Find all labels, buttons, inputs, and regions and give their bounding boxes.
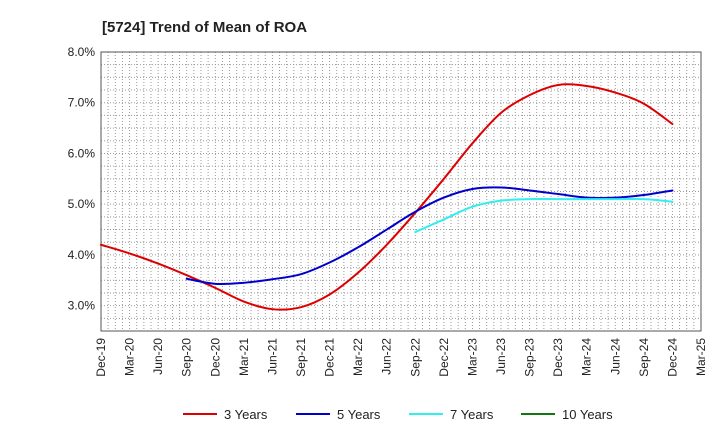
series-line-3-years (100, 83, 674, 311)
x-tick-label: Jun-24 (608, 338, 622, 375)
x-tick-label: Dec-24 (665, 338, 679, 377)
x-tick-label: Sep-21 (294, 338, 308, 377)
legend-item-3-years: 3 Years (183, 407, 268, 422)
x-tick-label: Dec-20 (208, 338, 222, 377)
x-tick-label: Jun-20 (151, 338, 165, 375)
x-tick-label: Mar-25 (694, 338, 708, 376)
y-tick-label: 3.0% (68, 299, 96, 313)
x-tick-label: Jun-21 (265, 338, 279, 375)
y-tick-label: 4.0% (68, 248, 96, 262)
x-tick-label: Mar-24 (580, 338, 594, 376)
x-tick-label: Dec-22 (437, 338, 451, 377)
legend-label: 3 Years (224, 407, 268, 422)
x-tick-label: Dec-21 (323, 338, 337, 377)
y-tick-label: 8.0% (68, 45, 96, 59)
legend-label: 10 Years (562, 407, 613, 422)
legend: 3 Years 5 Years 7 Years 10 Years (183, 407, 613, 422)
y-axis-tick-labels: 3.0% 4.0% 5.0% 6.0% 7.0% 8.0% (68, 45, 96, 313)
x-axis-tick-labels: Dec-19 Mar-20 Jun-20 Sep-20 Dec-20 Mar-21 Jun-… (94, 338, 708, 377)
x-tick-label: Jun-23 (494, 338, 508, 375)
legend-item-5-years: 5 Years (296, 407, 381, 422)
x-tick-label: Jun-22 (380, 338, 394, 375)
y-tick-label: 7.0% (68, 96, 96, 110)
chart-title: [5724] Trend of Mean of ROA (102, 19, 307, 36)
x-tick-label: Sep-22 (408, 338, 422, 377)
horizontal-gridlines (101, 64, 701, 319)
x-tick-label: Mar-20 (123, 338, 137, 376)
x-tick-label: Mar-23 (465, 338, 479, 376)
y-tick-label: 6.0% (68, 146, 96, 160)
series-line-7-years (414, 197, 674, 234)
y-tick-label: 5.0% (68, 197, 96, 211)
x-tick-label: Mar-21 (237, 338, 251, 376)
series-lines (100, 83, 674, 311)
x-tick-label: Sep-24 (637, 338, 651, 377)
legend-label: 5 Years (337, 407, 381, 422)
x-tick-label: Mar-22 (351, 338, 365, 376)
x-tick-label: Sep-20 (180, 338, 194, 377)
x-tick-label: Dec-23 (551, 338, 565, 377)
x-tick-label: Sep-23 (523, 338, 537, 377)
legend-item-7-years: 7 Years (409, 407, 494, 422)
legend-label: 7 Years (450, 407, 494, 422)
x-tick-label: Dec-19 (94, 338, 108, 377)
series-line-5-years (185, 186, 674, 286)
plot-frame (100, 51, 702, 332)
legend-item-10-years: 10 Years (521, 407, 613, 422)
